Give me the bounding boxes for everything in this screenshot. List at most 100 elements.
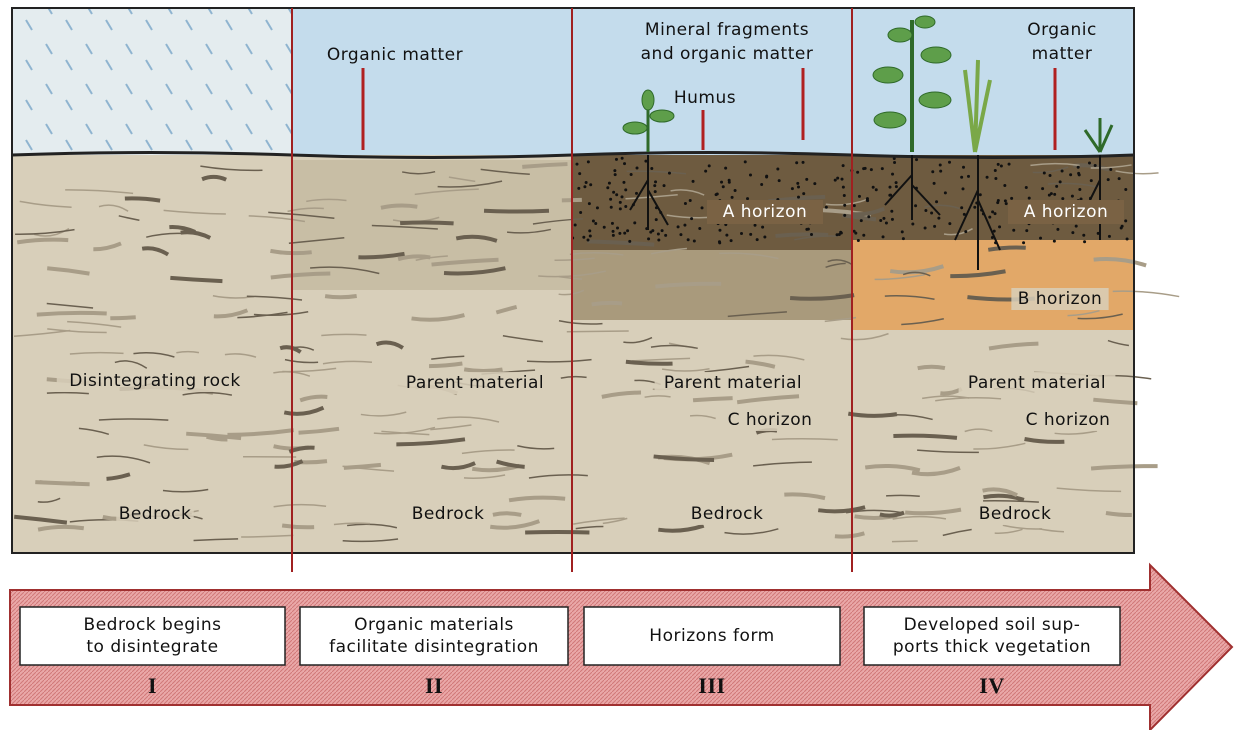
soil-speck xyxy=(606,186,610,190)
crack xyxy=(279,345,302,354)
crack xyxy=(65,189,134,195)
crack xyxy=(1090,164,1132,169)
soil-speck xyxy=(746,197,750,201)
soil-speck xyxy=(813,182,817,186)
soil-speck xyxy=(644,159,648,163)
crack xyxy=(37,497,61,503)
soil-speck xyxy=(613,173,617,177)
soil-speck xyxy=(777,179,781,183)
soil-speck xyxy=(1119,226,1123,230)
crack xyxy=(69,351,124,355)
crack xyxy=(98,204,129,212)
crack xyxy=(347,523,398,529)
crack xyxy=(964,428,993,433)
soil-speck xyxy=(993,212,997,216)
crack xyxy=(982,487,1018,498)
crack xyxy=(206,434,228,442)
crack xyxy=(591,300,623,307)
soil-speck xyxy=(1096,231,1100,235)
soil-speck xyxy=(704,169,708,173)
crack xyxy=(437,180,503,188)
soil-speck xyxy=(931,170,935,174)
crack xyxy=(322,360,373,365)
soil-speck xyxy=(880,167,884,171)
crack xyxy=(917,449,979,454)
crack xyxy=(631,357,691,362)
soil-speck xyxy=(862,233,866,237)
crack xyxy=(141,246,170,257)
soil-speck xyxy=(656,232,660,236)
label-background xyxy=(654,372,812,394)
crack xyxy=(430,424,472,431)
crack xyxy=(893,433,958,440)
soil-speck xyxy=(740,232,744,236)
soil-speck xyxy=(1089,179,1093,183)
crack xyxy=(973,442,1026,450)
soil-speck xyxy=(1087,161,1091,165)
soil-speck xyxy=(776,167,780,171)
soil-speck xyxy=(667,171,671,175)
soil-speck xyxy=(575,162,579,166)
soil-speck xyxy=(964,230,968,234)
soil-speck xyxy=(587,202,591,206)
crack xyxy=(753,354,805,361)
crack xyxy=(93,241,122,252)
soil-speck xyxy=(1042,171,1046,175)
crack xyxy=(522,162,568,169)
soil-speck xyxy=(1106,178,1110,182)
soil-speck xyxy=(833,178,837,182)
crack xyxy=(987,245,1026,252)
crack xyxy=(401,170,436,175)
crack xyxy=(554,257,595,261)
crack xyxy=(213,308,249,319)
soil-speck xyxy=(620,156,624,160)
crack xyxy=(573,517,625,525)
crack xyxy=(342,538,399,543)
crack xyxy=(852,206,885,217)
crack xyxy=(16,237,69,245)
crack xyxy=(489,519,541,530)
soil-speck xyxy=(1025,229,1029,233)
soil-speck xyxy=(973,205,977,209)
crack xyxy=(864,463,921,473)
soil-speck xyxy=(583,185,587,189)
soil-speck xyxy=(629,173,633,177)
soil-speck xyxy=(840,177,844,181)
stage-text: ports thick vegetation xyxy=(893,637,1091,657)
soil-speck xyxy=(901,237,905,241)
crack xyxy=(170,275,223,284)
stage-text: Organic materials xyxy=(354,615,514,635)
soil-speck xyxy=(852,204,856,208)
soil-speck xyxy=(765,174,769,178)
crack xyxy=(587,239,655,247)
soil-speck xyxy=(1124,219,1128,223)
panel-label: Organic xyxy=(1027,20,1097,40)
soil-speck xyxy=(841,164,845,168)
crack xyxy=(253,311,309,317)
crack xyxy=(492,511,522,517)
crack xyxy=(1047,182,1099,188)
soil-speck xyxy=(841,185,845,189)
crack xyxy=(19,200,72,208)
crack xyxy=(874,274,925,281)
crack xyxy=(789,293,855,301)
soil-speck xyxy=(998,225,1002,229)
crack xyxy=(569,252,624,256)
soil-speck xyxy=(686,238,690,242)
crack xyxy=(983,500,1039,503)
soil-speck xyxy=(614,157,618,161)
crack xyxy=(575,525,604,530)
soil-speck xyxy=(623,162,627,166)
soil-speck xyxy=(720,180,724,184)
soil-speck xyxy=(1093,163,1097,167)
soil-speck xyxy=(743,160,747,164)
label-background xyxy=(958,372,1116,394)
panel-label: A horizon xyxy=(723,202,808,222)
crack xyxy=(1032,166,1069,174)
panel-label: B horizon xyxy=(1018,289,1103,309)
crack xyxy=(237,311,288,319)
soil-speck xyxy=(761,225,765,229)
soil-speck xyxy=(937,216,941,220)
soil-speck xyxy=(622,180,626,184)
crack xyxy=(342,465,395,472)
